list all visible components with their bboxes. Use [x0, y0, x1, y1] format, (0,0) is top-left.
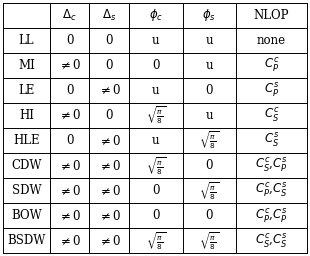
Text: u: u — [206, 59, 213, 72]
Text: 0: 0 — [66, 84, 73, 97]
Text: none: none — [257, 34, 286, 47]
Text: 0: 0 — [206, 159, 213, 172]
Text: u: u — [206, 34, 213, 47]
Text: SDW: SDW — [11, 184, 41, 197]
Text: $\sqrt{\frac{\pi}{8}}$: $\sqrt{\frac{\pi}{8}}$ — [199, 130, 219, 152]
Text: u: u — [152, 84, 160, 97]
Text: $C_P^c$,$C_P^s$: $C_P^c$,$C_P^s$ — [255, 207, 288, 225]
Text: 0: 0 — [105, 59, 113, 72]
Text: 0: 0 — [105, 34, 113, 47]
Text: 0: 0 — [206, 209, 213, 222]
Text: $C_P^c$,$C_S^s$: $C_P^c$,$C_S^s$ — [255, 182, 288, 199]
Text: $C_S^c$,$C_S^s$: $C_S^c$,$C_S^s$ — [255, 232, 288, 250]
Text: LE: LE — [18, 84, 35, 97]
Text: $C_P^s$: $C_P^s$ — [264, 82, 279, 99]
Text: 0: 0 — [206, 84, 213, 97]
Text: $\sqrt{\frac{\pi}{8}}$: $\sqrt{\frac{\pi}{8}}$ — [199, 230, 219, 252]
Text: BOW: BOW — [11, 209, 42, 222]
Text: $\neq$0: $\neq$0 — [58, 234, 81, 248]
Text: $\sqrt{\frac{\pi}{8}}$: $\sqrt{\frac{\pi}{8}}$ — [199, 180, 219, 202]
Text: $\sqrt{\frac{\pi}{8}}$: $\sqrt{\frac{\pi}{8}}$ — [146, 155, 166, 177]
Text: $\sqrt{\frac{\pi}{8}}$: $\sqrt{\frac{\pi}{8}}$ — [146, 104, 166, 126]
Text: HLE: HLE — [13, 134, 40, 147]
Text: CDW: CDW — [11, 159, 42, 172]
Text: $C_S^c$: $C_S^c$ — [264, 107, 279, 124]
Text: $\neq$0: $\neq$0 — [58, 209, 81, 223]
Text: 0: 0 — [152, 209, 160, 222]
Text: $\phi_s$: $\phi_s$ — [202, 7, 216, 23]
Text: $\neq$0: $\neq$0 — [58, 109, 81, 122]
Text: $\neq$0: $\neq$0 — [58, 159, 81, 173]
Text: u: u — [206, 109, 213, 122]
Text: u: u — [152, 34, 160, 47]
Text: HI: HI — [19, 109, 34, 122]
Text: $C_P^c$: $C_P^c$ — [264, 57, 279, 74]
Text: $\neq$0: $\neq$0 — [98, 159, 121, 173]
Text: $\neq$0: $\neq$0 — [98, 209, 121, 223]
Text: $\Delta_c$: $\Delta_c$ — [62, 8, 77, 23]
Text: BSDW: BSDW — [7, 234, 46, 247]
Text: $\Delta_s$: $\Delta_s$ — [102, 8, 116, 23]
Text: NLOP: NLOP — [254, 9, 289, 22]
Text: MI: MI — [18, 59, 35, 72]
Text: u: u — [152, 134, 160, 147]
Text: $\neq$0: $\neq$0 — [98, 234, 121, 248]
Text: 0: 0 — [152, 59, 160, 72]
Text: $\neq$0: $\neq$0 — [58, 184, 81, 198]
Text: 0: 0 — [105, 109, 113, 122]
Text: $C_S^c$,$C_P^s$: $C_S^c$,$C_P^s$ — [255, 157, 288, 174]
Text: $\neq$0: $\neq$0 — [58, 58, 81, 72]
Text: $C_S^s$: $C_S^s$ — [264, 132, 279, 149]
Text: $\phi_c$: $\phi_c$ — [149, 7, 163, 23]
Text: $\neq$0: $\neq$0 — [98, 184, 121, 198]
Text: $\neq$0: $\neq$0 — [98, 134, 121, 147]
Text: LL: LL — [19, 34, 34, 47]
Text: $\sqrt{\frac{\pi}{8}}$: $\sqrt{\frac{\pi}{8}}$ — [146, 230, 166, 252]
Text: 0: 0 — [66, 34, 73, 47]
Text: 0: 0 — [152, 184, 160, 197]
Text: 0: 0 — [66, 134, 73, 147]
Text: $\neq$0: $\neq$0 — [98, 83, 121, 97]
